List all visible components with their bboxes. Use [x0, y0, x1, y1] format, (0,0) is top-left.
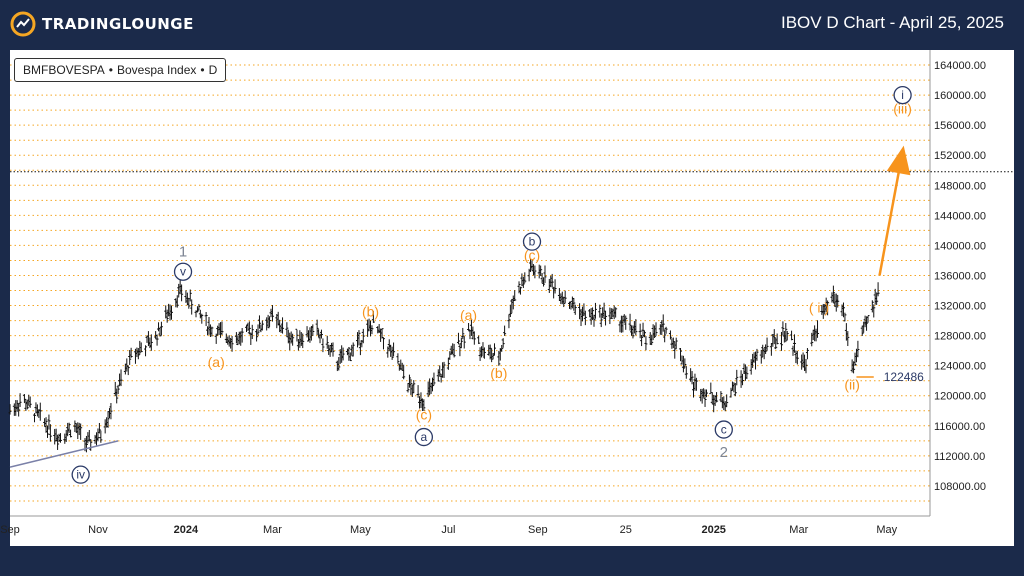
x-tick-label: Jul [441, 524, 455, 536]
wave-label-circle [714, 420, 733, 439]
level-label: 122486 [884, 370, 924, 384]
wave-label: v [180, 265, 186, 279]
x-tick-label: May [876, 524, 897, 536]
y-tick-label: 132000.00 [934, 301, 986, 313]
wave-label: (ii) [844, 376, 860, 392]
trendline[interactable] [9, 440, 119, 468]
y-tick-label: 152000.00 [934, 150, 986, 162]
y-tick-label: 108000.00 [934, 481, 986, 493]
wave-label: (a) [208, 354, 225, 370]
symbol-info-box[interactable]: BMFBOVESPA • Bovespa Index • D [14, 58, 227, 82]
y-tick-label: 160000.00 [934, 90, 986, 102]
wave-label: ( i ) [809, 300, 829, 316]
wave-label: (c) [524, 247, 540, 263]
y-tick-label: 112000.00 [934, 451, 985, 463]
symbol-name: Bovespa Index [117, 63, 197, 77]
price-axis-panel [930, 50, 1014, 546]
symbol-separator: • [108, 63, 113, 77]
wave-label: 1 [179, 243, 187, 260]
wave-label-circle [414, 427, 434, 447]
projection-arrow-head [886, 145, 911, 176]
symbol-exchange: BMFBOVESPA [23, 63, 105, 77]
wave-label: (iii) [893, 100, 912, 116]
x-tick-label: 2024 [174, 524, 199, 536]
y-tick-label: 144000.00 [934, 210, 986, 222]
wave-label: (b) [490, 365, 507, 381]
wave-label: i [901, 88, 904, 102]
x-tick-label: Mar [789, 524, 808, 536]
wave-label: (c) [416, 407, 432, 423]
symbol-interval: D [208, 63, 218, 77]
y-tick-label: 120000.00 [934, 391, 986, 403]
y-tick-label: 124000.00 [934, 361, 986, 373]
wave-label-circle [522, 232, 542, 251]
y-tick-label: 156000.00 [934, 120, 986, 132]
wave-label-circle [893, 85, 912, 105]
wave-label: 2 [720, 444, 728, 461]
brand-name: TRADINGLOUNGE [42, 15, 194, 33]
y-tick-label: 164000.00 [934, 60, 986, 72]
y-tick-label: 128000.00 [934, 331, 986, 343]
y-tick-label: 136000.00 [934, 270, 986, 282]
x-tick-label: May [350, 524, 371, 536]
x-tick-label: Nov [88, 524, 108, 536]
x-tick-label: Sep [528, 524, 548, 536]
y-tick-label: 116000.00 [934, 421, 985, 433]
header-bar: TRADINGLOUNGE IBOV D Chart - April 25, 2… [0, 0, 1024, 46]
x-tick-label: Mar [263, 524, 282, 536]
wave-label: a [421, 430, 428, 444]
x-tick-label: Sep [0, 524, 20, 536]
y-tick-label: 140000.00 [934, 240, 986, 252]
brand-logo-icon [10, 11, 36, 37]
wave-label: (b) [362, 303, 379, 319]
y-tick-label: 148000.00 [934, 180, 986, 192]
symbol-separator-2: • [200, 63, 205, 77]
wave-label: (a) [460, 307, 477, 323]
brand-logo: TRADINGLOUNGE [10, 11, 194, 37]
wave-label-circle [173, 262, 193, 281]
wave-label: b [529, 235, 536, 249]
wave-label-circle [71, 465, 90, 484]
x-tick-label: 25 [620, 524, 632, 536]
wave-label: c [721, 423, 727, 437]
wave-label: iv [76, 468, 85, 482]
x-tick-label: 2025 [701, 524, 725, 536]
chart-title: IBOV D Chart - April 25, 2025 [781, 13, 1004, 32]
